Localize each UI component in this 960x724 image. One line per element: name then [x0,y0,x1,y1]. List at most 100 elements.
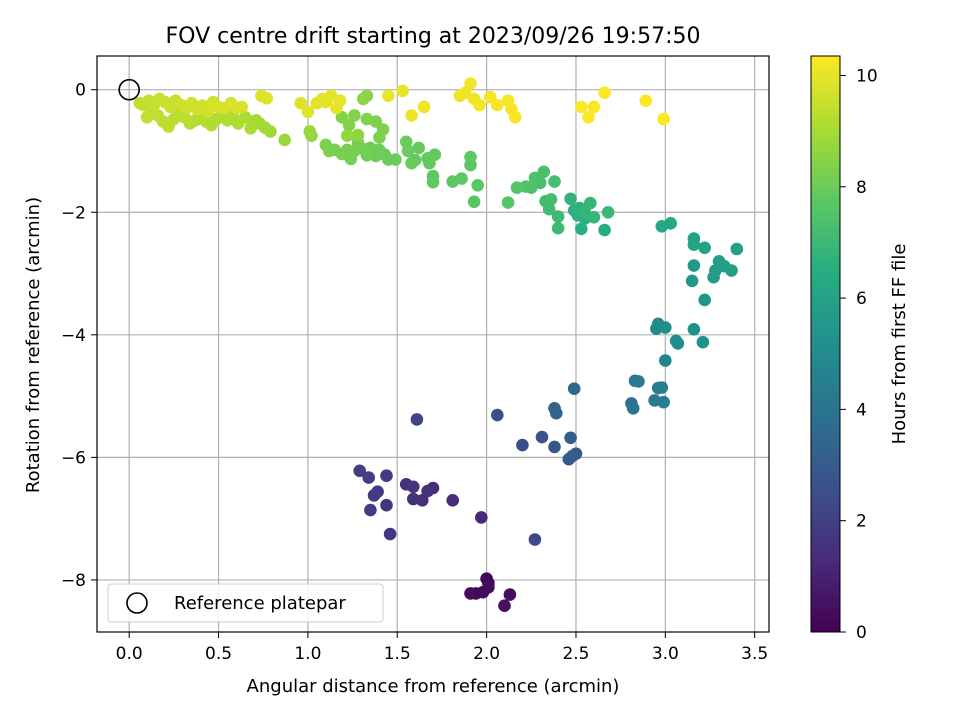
data-point [383,527,397,541]
data-point [380,469,393,483]
x-tick-label: 1.5 [384,644,411,664]
data-point [364,503,377,517]
y-axis-label: Rotation from reference (arcmin) [23,197,44,493]
data-point [537,165,551,179]
data-point [598,86,611,100]
data-point [698,293,711,307]
plot-frame [96,55,770,633]
data-point [626,402,640,415]
data-point [335,111,349,124]
colorbar: 0 2 4 6 8 10 Hours from first FF file [810,55,910,643]
colorbar-tick-label: 4 [856,400,867,420]
colorbar-tick-label: 0 [856,623,867,643]
data-point [340,129,354,142]
data-point [725,264,738,277]
data-point [601,206,615,219]
x-tick-label: 2.0 [473,644,500,664]
data-point [351,128,365,142]
x-tick-label: 0.0 [116,644,143,664]
x-axis-label: Angular distance from reference (arcmin) [247,676,620,697]
data-point [551,210,565,223]
colorbar-tick-label: 2 [856,512,867,532]
y-tick-label: 0 [75,81,86,101]
data-point [569,447,583,461]
data-point [582,111,595,124]
data-point [464,77,477,90]
data-point [464,150,477,164]
x-tick-label: 3.5 [741,644,768,664]
data-point [687,259,701,272]
data-point [671,337,685,350]
data-point [319,138,333,152]
legend: Reference platepar [107,583,384,623]
colorbar-tick-label: 8 [856,178,867,198]
data-point [544,193,558,206]
data-point [458,86,472,100]
colorbar-tick-label: 6 [856,289,867,309]
y-tick-label: −6 [61,448,86,468]
y-tick-label: −2 [61,203,86,223]
data-point [639,94,652,107]
data-point [655,220,669,233]
data-point [467,195,481,209]
data-point [632,375,645,388]
data-point [333,94,347,107]
data-point [421,484,434,498]
data-point [382,89,395,103]
data-point [446,494,460,507]
data-point [278,133,292,147]
data-point [396,84,409,98]
data-point [360,112,374,126]
data-point [508,111,522,124]
data-point [410,413,424,426]
data-point [357,92,370,106]
y-axis-ticks: 0 −2 −4 −6 −8 [61,81,97,591]
data-point [303,125,317,138]
data-point [446,175,460,188]
data-point [516,438,529,452]
data-point [348,109,361,122]
colorbar-tick-label: 10 [856,66,878,86]
data-point [510,181,524,194]
data-point [564,192,577,206]
data-point [575,222,588,236]
data-point [380,498,393,512]
data-point [244,122,257,135]
x-tick-label: 2.5 [562,644,589,664]
data-point [371,485,384,499]
data-point [551,221,565,235]
data-point [659,354,672,367]
data-point [464,587,477,600]
x-tick-label: 1.0 [294,644,321,664]
data-point [698,241,711,255]
data-point [399,135,413,149]
data-point [587,210,601,224]
data-point [657,112,670,126]
data-point [475,511,488,524]
x-tick-label: 0.5 [205,644,232,664]
data-point [598,223,611,237]
y-tick-label: −8 [61,571,86,591]
legend-entry-reference-platepar: Reference platepar [174,593,346,614]
data-point [687,323,701,336]
data-point [498,599,511,612]
legend-box [107,583,384,623]
data-point [471,179,485,192]
data-point [550,406,563,420]
data-point [587,100,601,114]
data-point [687,238,701,251]
data-point [528,533,542,546]
data-point [491,98,504,112]
data-point [503,588,517,601]
colorbar-gradient [810,55,841,633]
data-point [260,92,274,105]
data-point [353,464,367,478]
data-point [140,111,154,124]
data-point [201,104,215,118]
data-point [657,395,670,409]
data-point [548,175,561,188]
data-point [655,381,669,394]
y-tick-label: −4 [61,326,86,346]
data-point [407,492,420,506]
